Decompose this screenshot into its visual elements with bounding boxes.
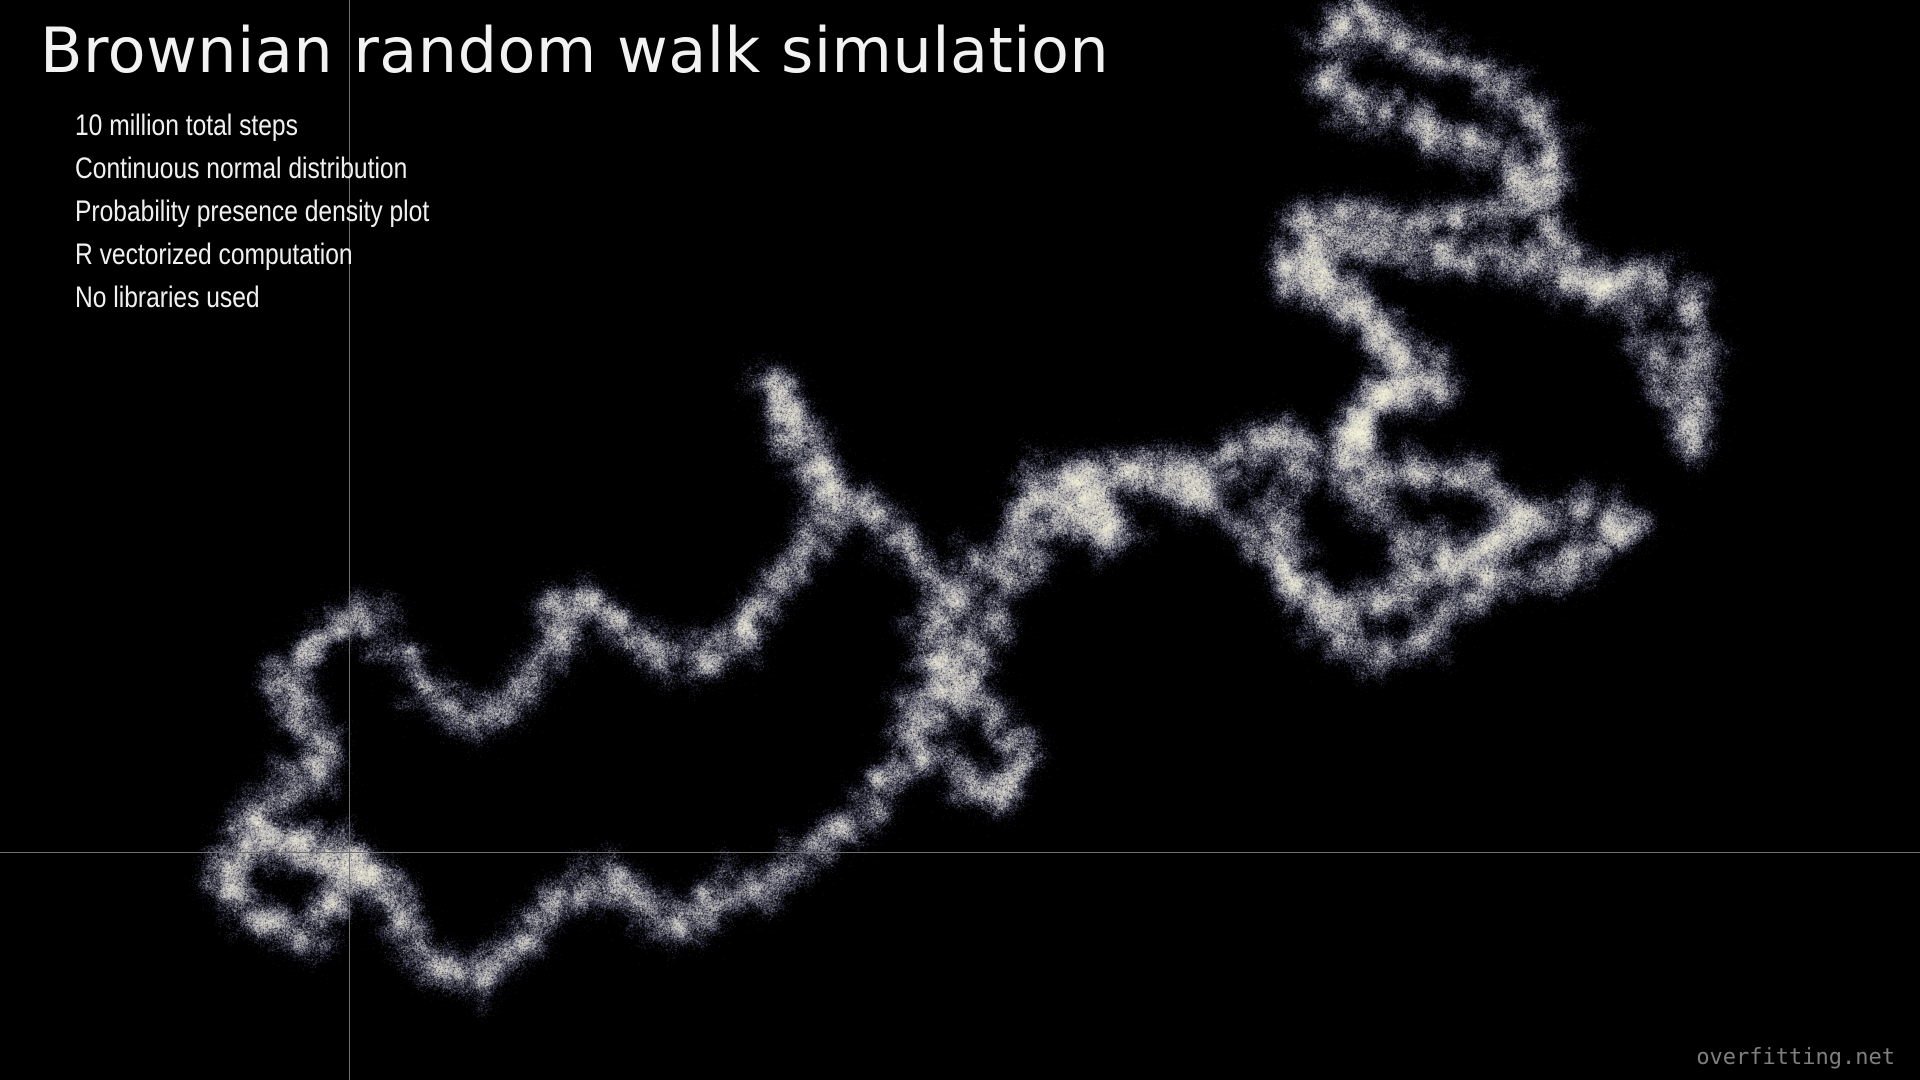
page-title: Brownian random walk simulation [40, 14, 1110, 87]
notes-list: 10 million total steps Continuous normal… [75, 104, 507, 319]
note-item: 10 million total steps [75, 109, 298, 142]
note-item: Continuous normal distribution [75, 152, 408, 185]
note-item: No libraries used [75, 281, 260, 314]
note-item: Probability presence density plot [75, 195, 430, 228]
x-axis-line [0, 852, 1920, 853]
watermark: overfitting.net [1696, 1045, 1895, 1070]
note-item: R vectorized computation [75, 238, 353, 271]
y-axis-line [349, 0, 350, 1080]
